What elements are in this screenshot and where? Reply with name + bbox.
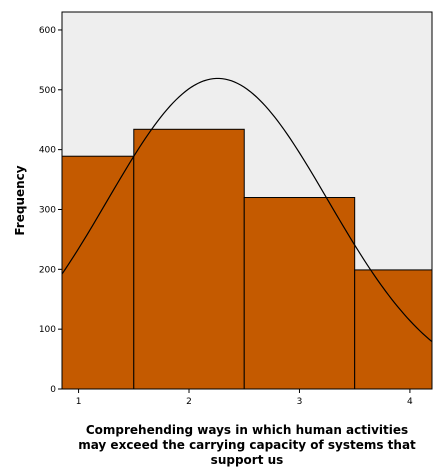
x-axis-title-line: Comprehending ways in which human activi… xyxy=(86,423,408,437)
x-tick-label: 4 xyxy=(407,397,413,407)
x-tick-label: 2 xyxy=(186,397,192,407)
x-tick-label: 3 xyxy=(297,397,303,407)
normal-curve-line xyxy=(61,77,433,343)
histogram-bar xyxy=(243,197,356,390)
histogram-bar xyxy=(61,155,135,390)
histogram-bar xyxy=(354,269,433,390)
x-tick-label: 1 xyxy=(76,397,82,407)
x-axis-title-line: may exceed the carrying capacity of syst… xyxy=(78,438,416,452)
y-tick-label: 500 xyxy=(39,86,56,96)
y-tick-label: 300 xyxy=(39,205,56,215)
y-tick-label: 100 xyxy=(39,325,56,335)
histogram-bar xyxy=(133,128,245,390)
y-tick-label: 400 xyxy=(39,146,56,156)
y-axis-title: Frequency xyxy=(13,165,27,235)
y-tick-label: 200 xyxy=(39,265,56,275)
y-tick-label: 600 xyxy=(39,26,56,36)
x-axis-title-line: support us xyxy=(211,453,284,467)
y-tick-label: 0 xyxy=(50,385,56,395)
